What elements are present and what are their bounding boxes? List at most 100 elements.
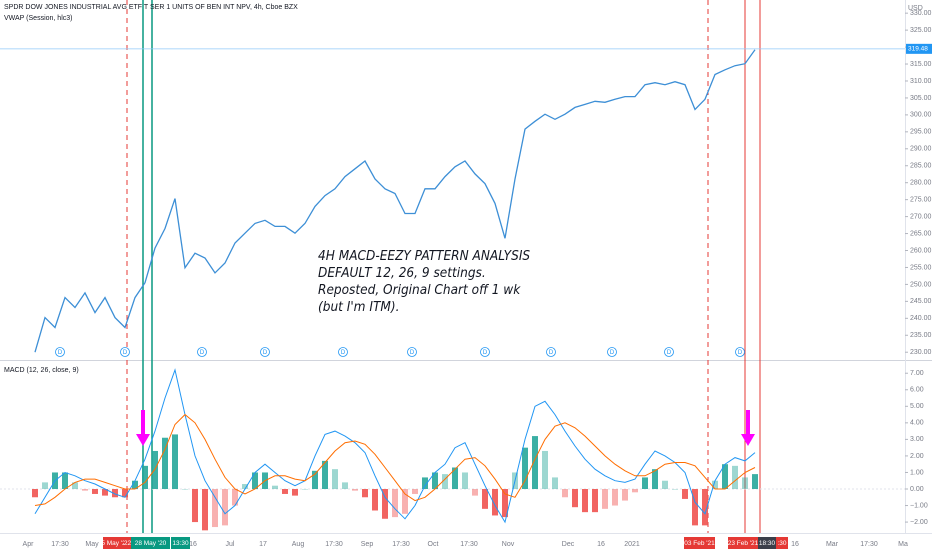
- time-highlight: [776, 537, 788, 549]
- histogram-bar: [572, 489, 578, 508]
- y-tick-label: 235.00: [910, 332, 932, 339]
- histogram-bar: [362, 489, 368, 498]
- indicator-label: VWAP (Session, hlc3): [4, 15, 72, 22]
- histogram-bar: [272, 485, 278, 489]
- histogram-bar: [532, 436, 538, 489]
- dividend-label: D: [410, 350, 415, 356]
- histogram-bar: [522, 447, 528, 489]
- y-tick-label: 315.00: [910, 61, 932, 68]
- histogram-bar: [712, 480, 718, 489]
- y-tick-label: 255.00: [910, 264, 932, 271]
- last-price-label: 319.48: [908, 46, 928, 53]
- dividend-label: D: [263, 350, 268, 356]
- x-tick-label: May: [85, 541, 99, 548]
- x-tick-label: 17:30: [392, 541, 410, 548]
- x-tick-label: 17:30: [860, 541, 878, 548]
- histogram-bar: [402, 489, 408, 514]
- macd-line: [34, 413, 756, 506]
- time-highlight-label: 18:30: [759, 540, 776, 547]
- dividend-marker: [664, 347, 674, 357]
- histogram-bar: [322, 460, 328, 489]
- time-highlight: [758, 537, 776, 549]
- y-tick-label: 295.00: [910, 129, 932, 136]
- histogram-bar: [542, 450, 548, 489]
- x-tick-label: 2021: [624, 541, 640, 548]
- y-tick-label: 245.00: [910, 298, 932, 305]
- y-tick-label: 290.00: [910, 146, 932, 153]
- y-tick-label: 330.00: [910, 10, 932, 17]
- time-highlight: [124, 537, 131, 549]
- dividend-marker: [480, 347, 490, 357]
- time-highlight-label: 03 Feb '21: [684, 540, 715, 547]
- annotation: 4H MACD-EEZY PATTERN ANALYSIS DEFAULT 12…: [318, 248, 530, 315]
- histogram-bar: [502, 489, 508, 518]
- y-tick-label: 6.00: [910, 387, 924, 394]
- histogram-bar: [192, 489, 198, 523]
- y-tick-label: 280.00: [910, 180, 932, 187]
- y-tick-label: 4.00: [910, 420, 924, 427]
- histogram-bar: [452, 467, 458, 489]
- histogram-bar: [652, 469, 658, 489]
- histogram-bar: [162, 437, 168, 489]
- histogram-bar: [602, 489, 608, 509]
- y-tick-label: 305.00: [910, 95, 932, 102]
- histogram-bar: [392, 489, 398, 518]
- histogram-bar: [232, 489, 238, 506]
- y-tick-label: 310.00: [910, 78, 932, 85]
- y-tick-label: 265.00: [910, 230, 932, 237]
- y-tick-label: 250.00: [910, 281, 932, 288]
- x-tick-label: 17:30: [51, 541, 69, 548]
- histogram-bar: [252, 472, 258, 489]
- histogram-bar: [282, 489, 288, 494]
- histogram-bar: [302, 489, 308, 490]
- axis-unit: USD: [908, 5, 923, 12]
- arrow: [741, 410, 755, 446]
- time-highlight-label: 13:30: [172, 540, 189, 547]
- y-tick-label: 2.00: [910, 453, 924, 460]
- histogram-bar: [292, 489, 298, 496]
- histogram-bar: [122, 489, 128, 498]
- histogram-bar: [662, 480, 668, 489]
- dividend-marker: [338, 347, 348, 357]
- annotation-line: DEFAULT 12, 26, 9 settings.: [318, 265, 486, 281]
- x-tick-label: Jul: [226, 541, 235, 548]
- histogram-bar: [632, 489, 638, 493]
- price-line: [34, 49, 756, 353]
- time-highlight-label: :30: [777, 540, 786, 547]
- histogram-bar: [752, 474, 758, 489]
- dividend-marker: [407, 347, 417, 357]
- histogram-bar: [472, 489, 478, 496]
- histogram-bar: [482, 489, 488, 509]
- histogram-bar: [612, 489, 618, 506]
- x-tick-label: 16: [791, 541, 799, 548]
- x-tick-label: Dec: [562, 541, 575, 548]
- x-tick-label: 17:30: [460, 541, 478, 548]
- histogram-bar: [722, 464, 728, 489]
- histogram-bar: [622, 489, 628, 501]
- histogram-bar: [692, 489, 698, 526]
- y-tick-label: 300.00: [910, 112, 932, 119]
- histogram-bar: [182, 489, 188, 490]
- histogram-bar: [222, 489, 228, 526]
- dividend-label: D: [738, 350, 743, 356]
- histogram-bar: [552, 477, 558, 489]
- y-tick-label: 3.00: [910, 436, 924, 443]
- dividend-label: D: [58, 350, 63, 356]
- y-tick-label: 260.00: [910, 247, 932, 254]
- x-tick-label: Oct: [428, 541, 439, 548]
- histogram-bar: [592, 489, 598, 513]
- histogram-bar: [212, 489, 218, 528]
- time-highlight-label: 28 May '20: [135, 540, 167, 547]
- arrow: [136, 410, 150, 446]
- dividend-label: D: [483, 350, 488, 356]
- indicator-label: MACD (12, 26, close, 9): [4, 367, 79, 374]
- y-tick-label: 285.00: [910, 163, 932, 170]
- histogram-bar: [682, 489, 688, 499]
- annotation-line: Reposted, Original Chart off 1 wk: [318, 282, 521, 298]
- y-tick-label: 240.00: [910, 315, 932, 322]
- histogram-bar: [742, 477, 748, 489]
- dividend-label: D: [123, 350, 128, 356]
- y-tick-label: 1.00: [910, 469, 924, 476]
- time-highlight: [728, 537, 758, 549]
